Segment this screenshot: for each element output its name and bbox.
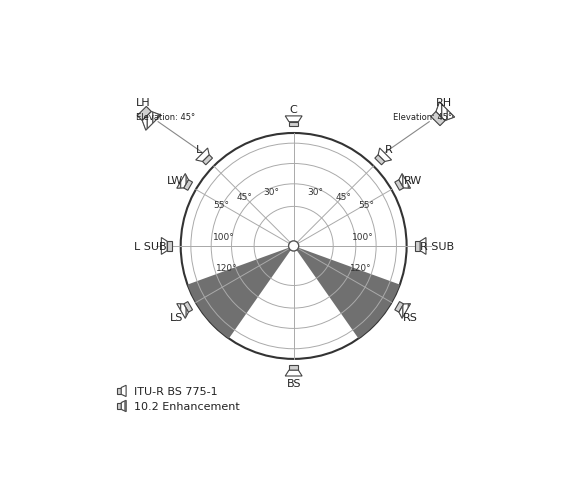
Text: LW: LW — [167, 176, 183, 185]
Text: R SUB: R SUB — [420, 242, 454, 251]
Text: 30°: 30° — [308, 187, 324, 197]
Polygon shape — [375, 155, 385, 165]
Polygon shape — [162, 238, 167, 255]
Text: 30°: 30° — [264, 187, 280, 197]
Polygon shape — [289, 122, 299, 127]
Polygon shape — [436, 102, 454, 122]
Text: RS: RS — [403, 313, 418, 323]
Text: L SUB: L SUB — [134, 242, 167, 251]
Polygon shape — [184, 181, 193, 191]
Text: 100°: 100° — [213, 232, 235, 241]
Wedge shape — [187, 246, 294, 339]
Text: L: L — [196, 144, 202, 154]
Polygon shape — [285, 117, 302, 122]
Text: 45°: 45° — [335, 193, 351, 202]
Text: BS: BS — [286, 379, 301, 388]
Text: 45°: 45° — [236, 193, 252, 202]
Polygon shape — [117, 403, 121, 409]
Text: 55°: 55° — [213, 200, 229, 209]
Text: 120°: 120° — [350, 264, 371, 272]
Polygon shape — [177, 304, 189, 319]
Polygon shape — [395, 302, 403, 312]
Text: LH: LH — [136, 98, 150, 107]
Polygon shape — [420, 238, 426, 255]
Circle shape — [289, 242, 299, 251]
Polygon shape — [431, 112, 445, 126]
Text: C: C — [290, 104, 297, 114]
Polygon shape — [184, 302, 193, 312]
Text: RH: RH — [435, 98, 452, 107]
Circle shape — [180, 134, 407, 359]
Polygon shape — [415, 242, 420, 251]
Polygon shape — [117, 388, 121, 394]
Polygon shape — [202, 155, 213, 165]
Polygon shape — [142, 112, 161, 131]
Polygon shape — [137, 107, 151, 122]
Text: Elevation: 45°: Elevation: 45° — [136, 113, 195, 122]
Text: LS: LS — [170, 313, 183, 323]
Text: Elevation: 45°: Elevation: 45° — [393, 113, 452, 122]
Text: 10.2 Enhancement: 10.2 Enhancement — [134, 401, 240, 411]
Text: RW: RW — [403, 176, 422, 185]
Polygon shape — [399, 174, 410, 189]
Polygon shape — [121, 401, 126, 412]
Text: ITU-R BS 775-1: ITU-R BS 775-1 — [134, 386, 217, 396]
Polygon shape — [289, 366, 299, 370]
Text: 120°: 120° — [216, 264, 238, 272]
Polygon shape — [196, 149, 209, 162]
Polygon shape — [395, 181, 403, 191]
Polygon shape — [378, 149, 391, 162]
Text: 55°: 55° — [358, 200, 374, 209]
Polygon shape — [285, 370, 302, 376]
Polygon shape — [177, 174, 189, 189]
Wedge shape — [294, 246, 400, 339]
Text: 100°: 100° — [352, 232, 374, 241]
Text: R: R — [384, 144, 392, 154]
Polygon shape — [399, 304, 410, 319]
Polygon shape — [167, 242, 172, 251]
Polygon shape — [121, 386, 126, 397]
